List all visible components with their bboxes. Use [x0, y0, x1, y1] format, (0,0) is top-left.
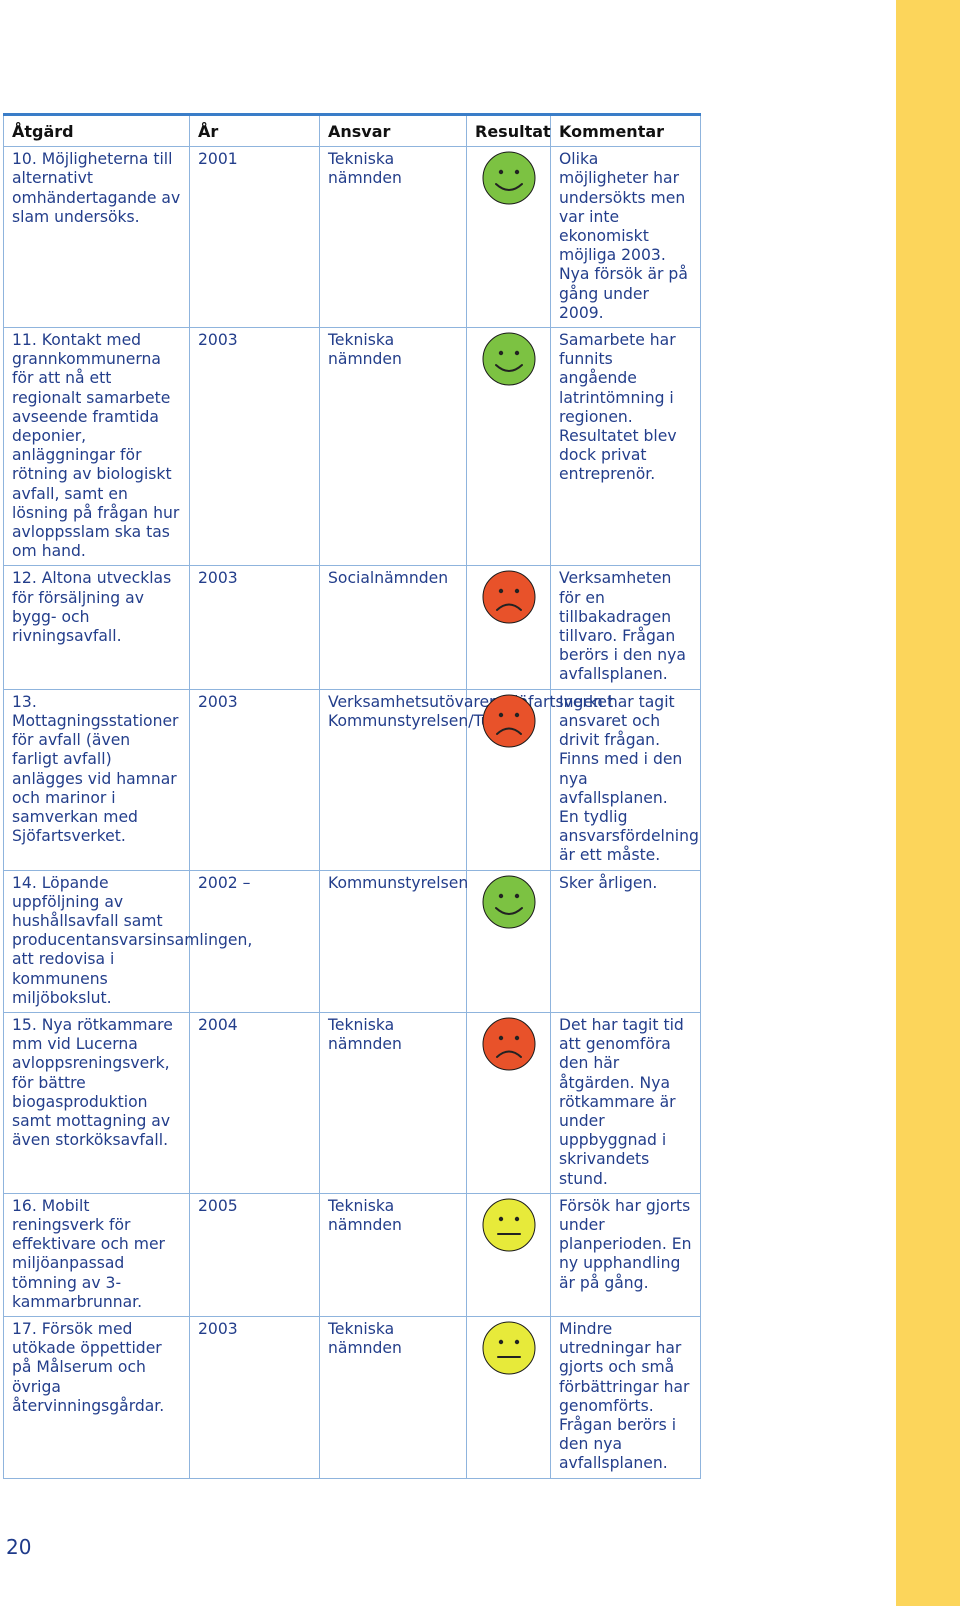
cell-kommentar: Olika möjligheter har undersökts men var…: [550, 146, 701, 329]
cell-kommentar: Sker årligen.: [550, 869, 701, 1013]
sad-face-icon: [482, 1017, 535, 1071]
cell-kommentar: Samarbete har funnits angående latrintöm…: [550, 327, 701, 567]
cell-atgard: 16. Mobilt reningsverk för effektivare o…: [3, 1192, 190, 1317]
cell-ar: 2003: [189, 1315, 320, 1479]
cell-atgard: 10. Möjligheterna till alternativt omhän…: [3, 146, 190, 329]
cell-resultat: [466, 869, 551, 1013]
neutral-face-icon: [482, 1198, 535, 1252]
cell-resultat: [466, 1192, 551, 1317]
cell-resultat: [466, 688, 551, 871]
happy-face-icon: [482, 332, 535, 386]
cell-resultat: [466, 146, 551, 329]
table-body: 10. Möjligheterna till alternativt omhän…: [3, 146, 701, 1479]
sad-face-icon: [482, 570, 535, 624]
header-kommentar: Kommentar: [550, 113, 701, 148]
table-row: 13. Mottagningsstationer för avfall (äve…: [3, 688, 701, 871]
header-ansvar: Ansvar: [319, 113, 467, 148]
cell-atgard: 14. Löpande uppföljning av hushållsavfal…: [3, 869, 252, 1013]
cell-ansvar: Tekniska nämnden: [319, 1011, 467, 1194]
header-atgard: Åtgärd: [3, 113, 190, 148]
header-ar: År: [189, 113, 320, 148]
cell-resultat: [466, 327, 551, 567]
cell-ar: 2001: [189, 146, 320, 329]
cell-ar: 2003: [189, 565, 320, 690]
measures-table: Åtgärd År Ansvar Resultat Kommentar 10. …: [3, 113, 701, 1479]
header-resultat: Resultat: [466, 113, 551, 148]
cell-kommentar: Ingen har tagit ansvaret och drivit fråg…: [550, 688, 701, 871]
cell-resultat: [466, 1011, 551, 1194]
table-row: 12. Altona utvecklas för försäljning av …: [3, 565, 701, 690]
cell-kommentar: Försök har gjorts under planperioden. En…: [550, 1192, 701, 1317]
table-row: 11. Kontakt med grannkommunerna för att …: [3, 327, 701, 567]
happy-face-icon: [482, 151, 535, 205]
happy-face-icon: [482, 875, 535, 929]
cell-ansvar: Kommunstyrelsen: [319, 869, 468, 1013]
table-row: 17. Försök med utökade öppettider på Mål…: [3, 1315, 701, 1479]
cell-ar: 2003: [189, 327, 320, 567]
cell-atgard: 13. Mottagningsstationer för avfall (äve…: [3, 688, 190, 871]
table-row: 10. Möjligheterna till alternativt omhän…: [3, 146, 701, 329]
cell-kommentar: Det har tagit tid att genomföra den här …: [550, 1011, 701, 1194]
cell-atgard: 15. Nya rötkammare mm vid Lucerna avlopp…: [3, 1011, 190, 1194]
cell-atgard: 12. Altona utvecklas för försäljning av …: [3, 565, 190, 690]
page-number: 20: [6, 1535, 32, 1559]
cell-atgard: 17. Försök med utökade öppettider på Mål…: [3, 1315, 190, 1479]
table-row: 16. Mobilt reningsverk för effektivare o…: [3, 1192, 701, 1317]
cell-ansvar: Tekniska nämnden: [319, 146, 467, 329]
neutral-face-icon: [482, 1321, 535, 1375]
cell-kommentar: Verksamheten för en tillbakadragen tillv…: [550, 565, 701, 690]
table-header-row: Åtgärd År Ansvar Resultat Kommentar: [3, 113, 701, 148]
cell-ansvar: Tekniska nämnden: [319, 1192, 467, 1317]
cell-atgard: 11. Kontakt med grannkommunerna för att …: [3, 327, 190, 567]
cell-ar: 2003: [189, 688, 320, 871]
sad-face-icon: [482, 694, 535, 748]
side-color-band: [896, 0, 960, 1606]
cell-ar: 2004: [189, 1011, 320, 1194]
cell-kommentar: Mindre utredningar har gjorts och små fö…: [550, 1315, 701, 1479]
cell-ansvar: Verksamhetsutövaren/Sjöfartsverket Kommu…: [319, 688, 613, 871]
cell-ansvar: Tekniska nämnden: [319, 327, 467, 567]
cell-ansvar: Socialnämnden: [319, 565, 467, 690]
cell-ar: 2005: [189, 1192, 320, 1317]
cell-ar: 2002 –: [189, 869, 320, 1013]
table-row: 15. Nya rötkammare mm vid Lucerna avlopp…: [3, 1011, 701, 1194]
cell-resultat: [466, 1315, 551, 1479]
cell-ansvar: Tekniska nämnden: [319, 1315, 467, 1479]
cell-resultat: [466, 565, 551, 690]
table-row: 14. Löpande uppföljning av hushållsavfal…: [3, 869, 701, 1013]
